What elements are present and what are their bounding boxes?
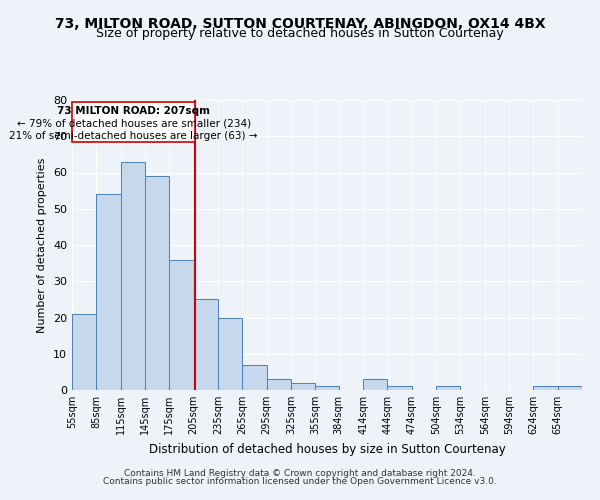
Text: Size of property relative to detached houses in Sutton Courtenay: Size of property relative to detached ho… <box>96 28 504 40</box>
Bar <box>436 386 460 390</box>
Bar <box>145 176 169 390</box>
Bar <box>72 102 195 142</box>
Bar <box>315 386 339 390</box>
Text: 73, MILTON ROAD, SUTTON COURTENAY, ABINGDON, OX14 4BX: 73, MILTON ROAD, SUTTON COURTENAY, ABING… <box>55 18 545 32</box>
Text: Contains public sector information licensed under the Open Government Licence v3: Contains public sector information licen… <box>103 477 497 486</box>
Text: 21% of semi-detached houses are larger (63) →: 21% of semi-detached houses are larger (… <box>10 131 258 141</box>
Bar <box>97 194 121 390</box>
Text: Contains HM Land Registry data © Crown copyright and database right 2024.: Contains HM Land Registry data © Crown c… <box>124 468 476 477</box>
Bar <box>194 300 218 390</box>
Y-axis label: Number of detached properties: Number of detached properties <box>37 158 47 332</box>
Bar <box>169 260 194 390</box>
Bar <box>72 314 97 390</box>
Text: ← 79% of detached houses are smaller (234): ← 79% of detached houses are smaller (23… <box>17 118 251 128</box>
Bar <box>557 386 582 390</box>
X-axis label: Distribution of detached houses by size in Sutton Courtenay: Distribution of detached houses by size … <box>149 442 505 456</box>
Bar <box>121 162 145 390</box>
Bar <box>363 379 388 390</box>
Bar <box>242 364 266 390</box>
Bar <box>218 318 242 390</box>
Bar <box>266 379 291 390</box>
Bar <box>291 383 315 390</box>
Text: 73 MILTON ROAD: 207sqm: 73 MILTON ROAD: 207sqm <box>57 106 210 116</box>
Bar <box>388 386 412 390</box>
Bar <box>533 386 557 390</box>
